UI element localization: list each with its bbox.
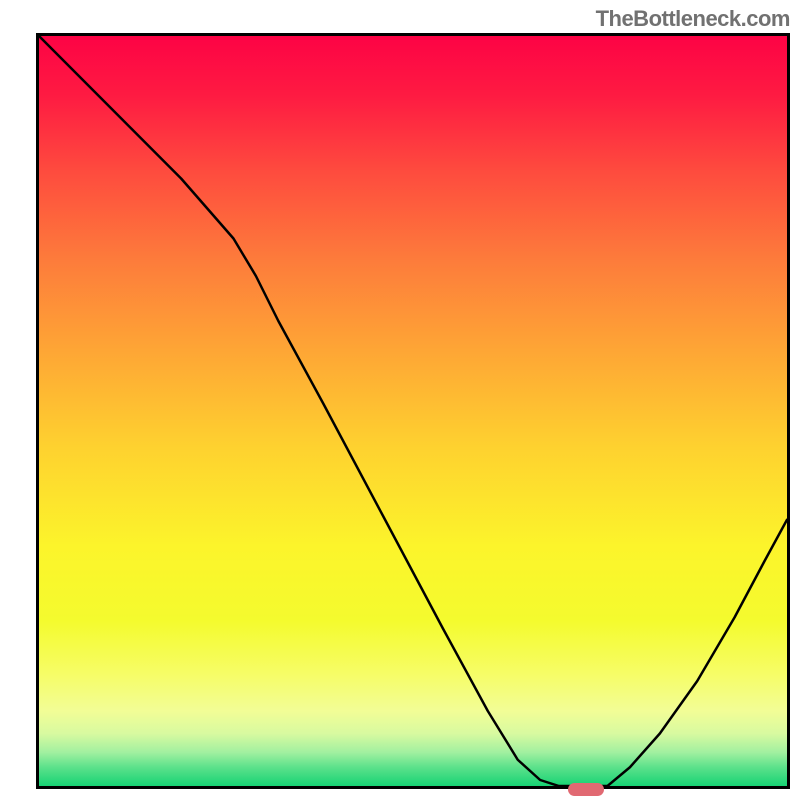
watermark-text: TheBottleneck.com — [596, 6, 790, 32]
plot-svg — [39, 36, 787, 786]
plot-area — [36, 33, 790, 789]
chart-container: TheBottleneck.com — [0, 0, 800, 800]
optimal-marker — [568, 783, 604, 796]
